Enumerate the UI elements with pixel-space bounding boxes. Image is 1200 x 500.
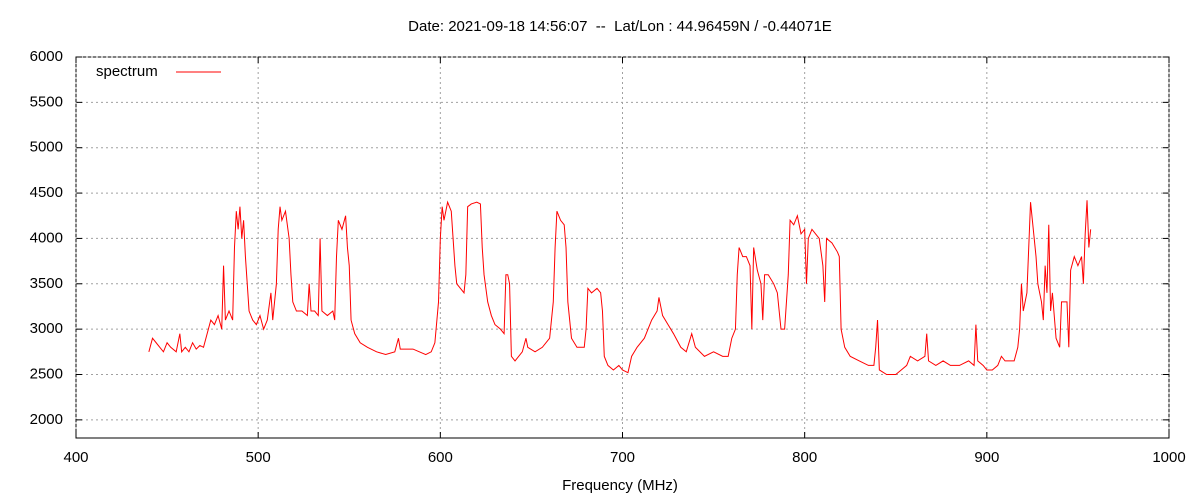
y-tick-label: 3000 xyxy=(30,320,63,337)
y-tick-label: 5000 xyxy=(30,139,63,156)
y-tick-label: 2500 xyxy=(30,365,63,382)
x-tick-label: 500 xyxy=(246,449,271,466)
y-tick-label: 5500 xyxy=(30,93,63,110)
spectrum-line xyxy=(148,200,1092,375)
legend-label: spectrum xyxy=(96,63,158,80)
y-tick-label: 4500 xyxy=(30,184,63,201)
y-tick-label: 2000 xyxy=(30,411,63,428)
x-tick-label: 800 xyxy=(792,449,817,466)
y-tick-label: 4000 xyxy=(30,229,63,246)
x-tick-label: 700 xyxy=(610,449,635,466)
x-axis-label: Frequency (MHz) xyxy=(562,477,678,494)
x-tick-label: 600 xyxy=(428,449,453,466)
x-tick-label: 900 xyxy=(974,449,999,466)
y-tick-label: 3500 xyxy=(30,275,63,292)
x-tick-label: 400 xyxy=(63,449,88,466)
chart-title: Date: 2021-09-18 14:56:07 -- Lat/Lon : 4… xyxy=(408,18,832,35)
x-tick-label: 1000 xyxy=(1152,449,1185,466)
y-tick-label: 6000 xyxy=(30,48,63,65)
